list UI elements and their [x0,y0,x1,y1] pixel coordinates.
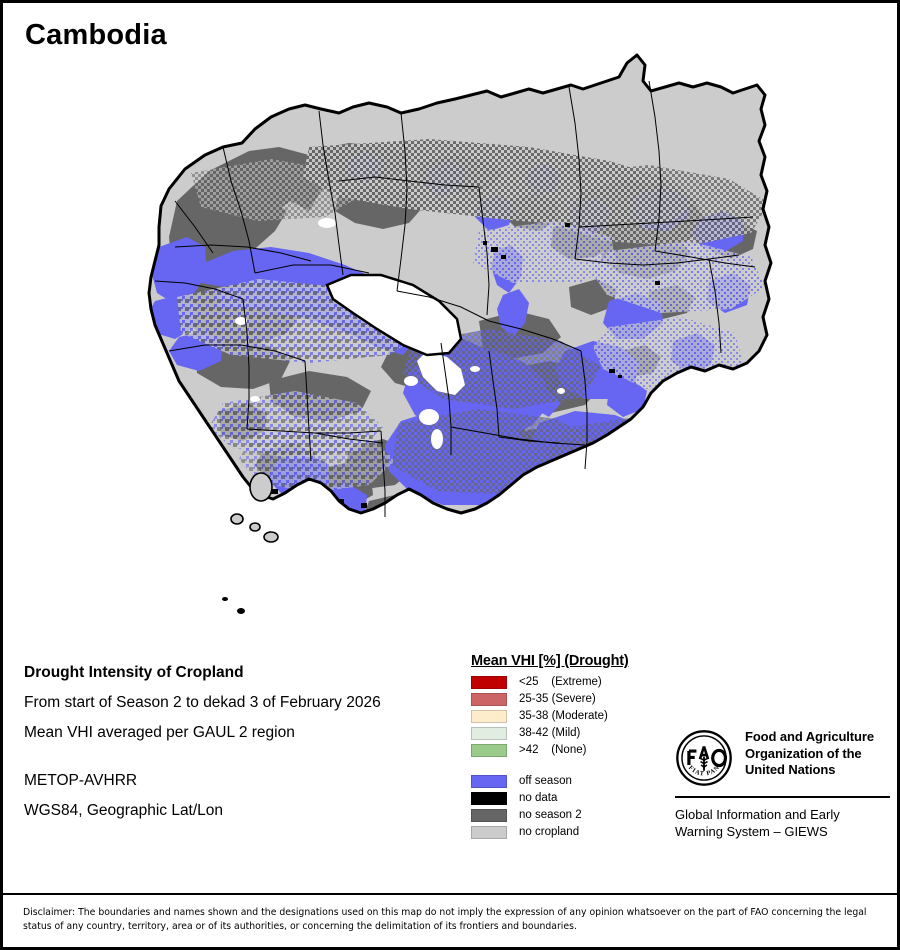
map-description-block: Drought Intensity of Cropland From start… [24,658,464,826]
tonle-sap-outlet [417,351,465,395]
fao-header: FIAT PANIS Food and Agriculture Organiza… [673,724,890,787]
legend-label-no-cropland: no cropland [519,825,580,838]
legend-label-mild: 38-42 (Mild) [519,726,581,739]
legend-row-extreme: <25 (Extreme) [471,674,671,690]
legend: Mean VHI [%] (Drought) <25 (Extreme) 25-… [471,653,671,841]
legend-swatch-extreme [471,675,507,689]
legend-label-no-season-2: no season 2 [519,808,582,821]
legend-label-no-data: no data [519,791,558,804]
admin-boundaries [154,80,756,517]
legend-swatch-no-cropland [471,825,507,839]
cambodia-map-svg[interactable] [9,51,891,641]
legend-row-no-data: no data [471,790,671,806]
no-data-flecks [235,218,565,449]
legend-swatch-mild [471,726,507,740]
legend-row-mild: 38-42 (Mild) [471,725,671,741]
map-canvas[interactable] [9,51,891,641]
legend-row-no-season-2: no season 2 [471,807,671,823]
legend-swatch-off-season [471,774,507,788]
legend-gap [471,759,671,773]
legend-row-none: >42 (None) [471,742,671,758]
description-projection: WGS84, Geographic Lat/Lon [24,802,224,819]
description-spacer [24,748,464,766]
legend-row-off-season: off season [471,773,671,789]
legend-row-no-cropland: no cropland [471,824,671,840]
legend-swatch-severe [471,692,507,706]
page-title: Cambodia [25,19,167,51]
description-aggregation: Mean VHI averaged per GAUL 2 region [24,724,295,741]
description-heading: Drought Intensity of Cropland [24,664,244,681]
legend-label-extreme: <25 (Extreme) [519,675,602,688]
legend-swatch-no-season-2 [471,808,507,822]
lake-outline [325,273,463,357]
giews-label: Global Information and Early Warning Sys… [675,807,840,839]
legend-label-severe: 25-35 (Severe) [519,692,596,705]
description-sensor: METOP-AVHRR [24,772,138,789]
legend-row-moderate: 35-38 (Moderate) [471,708,671,724]
fao-branding-block: FIAT PANIS Food and Agriculture Organiza… [673,724,890,840]
fao-divider [675,796,890,798]
fao-organization-name: Food and Agriculture Organization of the… [745,729,874,777]
legend-swatch-none [471,743,507,757]
offshore-islands [230,472,279,543]
legend-swatch-moderate [471,709,507,723]
fao-logo-icon: FIAT PANIS [673,724,733,787]
legend-label-off-season: off season [519,774,572,787]
disclaimer-text: Disclaimer: The boundaries and names sho… [23,907,867,932]
description-period: From start of Season 2 to dekad 3 of Feb… [24,694,381,711]
legend-swatch-no-data [471,791,507,805]
legend-label-moderate: 35-38 (Moderate) [519,709,608,722]
legend-label-none: >42 (None) [519,743,587,756]
legend-row-severe: 25-35 (Severe) [471,691,671,707]
legend-title: Mean VHI [%] (Drought) [471,653,629,669]
disclaimer-divider [3,893,897,895]
tiny-islands [222,597,245,614]
